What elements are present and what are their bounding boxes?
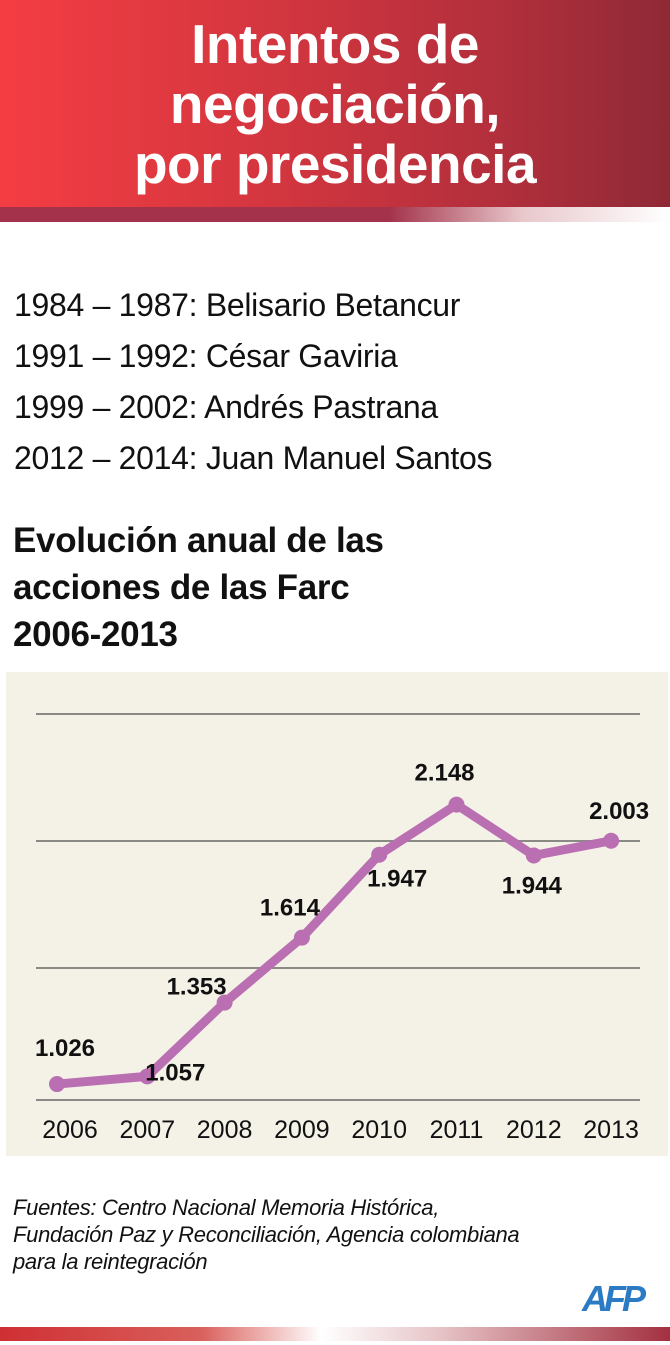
sources-line: para la reintegración (13, 1249, 208, 1274)
main-title: Intentos de negociación, por presidencia (0, 14, 670, 194)
afp-logo: AFP (582, 1278, 646, 1319)
chart-title-line: acciones de las Farc (13, 568, 350, 607)
header-banner: Intentos de negociación, por presidencia (0, 0, 670, 207)
chart-panel (6, 672, 668, 1156)
sources-line: Fundación Paz y Reconciliación, Agencia … (13, 1222, 520, 1247)
sources: Fuentes: Centro Nacional Memoria Históri… (13, 1194, 520, 1275)
title-line: negociación, (169, 73, 501, 135)
presidency-item: 2012 – 2014: Juan Manuel Santos (14, 440, 493, 476)
header-stripe (0, 207, 670, 222)
footer-bar (0, 1327, 670, 1341)
sources-line: Fuentes: Centro Nacional Memoria Históri… (13, 1195, 440, 1220)
chart-title-line: Evolución anual de las (13, 521, 384, 560)
chart-title: Evolución anual de las acciones de las F… (13, 517, 384, 658)
title-line: Intentos de (191, 13, 479, 75)
presidency-item: 1991 – 1992: César Gaviria (14, 338, 398, 374)
presidency-item: 1999 – 2002: Andrés Pastrana (14, 389, 438, 425)
chart-title-line: 2006-2013 (13, 615, 178, 654)
title-line: por presidencia (133, 133, 537, 195)
presidency-item: 1984 – 1987: Belisario Betancur (14, 287, 461, 323)
presidency-list: 1984 – 1987: Belisario Betancur 1991 – 1… (14, 280, 492, 484)
